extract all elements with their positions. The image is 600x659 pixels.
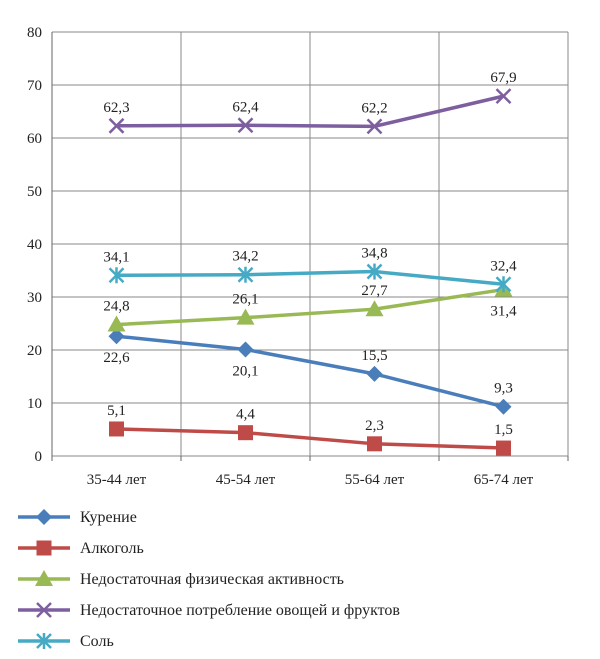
x-tick-label: 45-54 лет	[216, 472, 276, 488]
data-label: 15,5	[361, 348, 387, 364]
legend-marker	[35, 570, 53, 586]
series-line	[116, 94, 504, 129]
data-label: 5,1	[107, 403, 126, 419]
data-label: 27,7	[361, 283, 388, 299]
data-point	[366, 365, 383, 382]
data-label: 9,3	[494, 381, 513, 397]
x-tick-label: 55-64 лет	[345, 472, 405, 488]
data-point	[366, 263, 383, 280]
data-label: 32,4	[490, 258, 517, 274]
y-tick-label: 70	[27, 78, 42, 94]
series-line	[116, 287, 504, 327]
y-tick-label: 60	[27, 131, 42, 147]
data-label: 20,1	[232, 363, 258, 379]
series-line	[116, 427, 504, 450]
data-point	[107, 315, 126, 332]
data-labels: 22,6 20,1 15,5 9,3 5,1 4,4 2,3 1,5 24,8 26,1 27,7 3…	[103, 70, 517, 438]
data-point	[367, 436, 382, 452]
legend-marker	[36, 540, 52, 556]
legend: Курение Алкоголь Недостаточная физическая …	[18, 509, 400, 650]
legend-label: Соль	[80, 633, 114, 650]
data-point	[108, 328, 125, 345]
series-line	[116, 334, 504, 409]
data-point	[496, 440, 511, 456]
x-tick-label: 65-74 лет	[474, 472, 534, 488]
data-label: 2,3	[365, 418, 384, 434]
data-label: 62,2	[361, 100, 387, 116]
data-label: 24,8	[103, 299, 129, 315]
data-point	[365, 300, 384, 317]
x-axis-ticks: 35-44 лет 45-54 лет 55-64 лет 65-74 лет	[51, 456, 569, 488]
data-label: 31,4	[490, 304, 517, 320]
legend-marker	[36, 509, 52, 525]
data-point	[495, 398, 512, 415]
y-tick-label: 30	[27, 290, 42, 306]
y-tick-label: 20	[27, 343, 42, 359]
data-point	[238, 425, 253, 441]
y-tick-label: 0	[35, 449, 43, 465]
data-label: 34,1	[103, 249, 129, 265]
legend-label: Недостаточное потребление овощей и фрукт…	[80, 602, 400, 619]
legend-label: Недостаточная физическая активность	[80, 571, 344, 588]
legend-label: Курение	[80, 509, 137, 526]
legend-item: Соль	[18, 633, 114, 650]
data-point	[366, 118, 383, 135]
data-point	[108, 117, 125, 134]
y-axis-ticks: 0 10 20 30 40 50 60 70 80	[27, 25, 42, 465]
data-point	[237, 341, 254, 358]
data-point	[495, 88, 512, 105]
y-tick-label: 50	[27, 184, 42, 200]
data-label: 67,9	[490, 70, 516, 86]
data-label: 34,2	[232, 249, 258, 265]
data-label: 22,6	[103, 350, 130, 366]
data-label: 62,3	[103, 100, 129, 116]
data-label: 4,4	[236, 407, 255, 423]
legend-marker	[36, 602, 52, 618]
y-tick-label: 10	[27, 396, 42, 412]
axes	[51, 32, 569, 456]
data-point	[237, 117, 254, 134]
legend-label: Алкоголь	[80, 540, 144, 557]
legend-item: Недостаточная физическая активность	[18, 570, 344, 588]
x-tick-label: 35-44 лет	[87, 472, 147, 488]
data-label: 34,8	[361, 246, 387, 262]
data-point	[237, 266, 254, 283]
data-point	[236, 308, 255, 325]
legend-item: Курение	[18, 509, 137, 526]
data-point	[495, 276, 512, 293]
y-tick-label: 40	[27, 237, 42, 253]
y-tick-label: 80	[27, 25, 42, 41]
data-point	[108, 267, 125, 284]
series-group	[107, 88, 513, 456]
data-point	[109, 421, 124, 437]
grid-lines	[52, 31, 568, 457]
data-label: 62,4	[232, 99, 259, 115]
data-label: 1,5	[494, 422, 513, 438]
legend-item: Недостаточное потребление овощей и фрукт…	[18, 602, 400, 619]
series-line	[116, 269, 504, 287]
legend-item: Алкоголь	[18, 540, 144, 557]
legend-marker	[36, 633, 52, 649]
data-label: 26,1	[232, 292, 258, 308]
